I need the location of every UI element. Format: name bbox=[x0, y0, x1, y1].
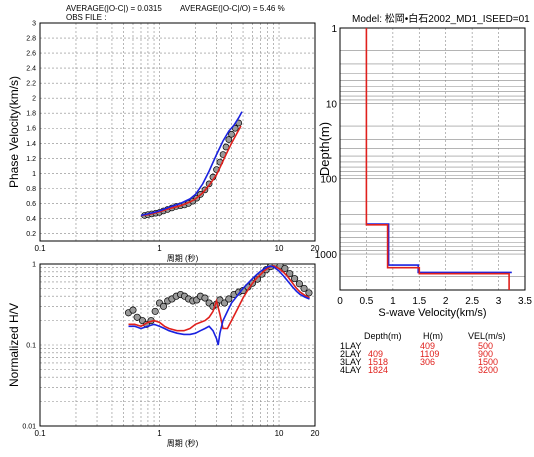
layer-thickness: 1109 bbox=[420, 349, 440, 359]
header-velocity: VEL(m/s) bbox=[468, 331, 506, 341]
x-tick-label: 2 bbox=[443, 296, 449, 307]
observed-point bbox=[151, 307, 159, 315]
observed-point bbox=[225, 295, 233, 303]
y-tick-label: 1 bbox=[32, 262, 36, 269]
observed-point bbox=[291, 275, 299, 283]
observed-point bbox=[253, 275, 262, 283]
y-tick-label: 10 bbox=[326, 99, 338, 110]
y-tick-label: 3 bbox=[32, 21, 36, 28]
y-tick-label: 0.1 bbox=[26, 343, 36, 350]
observed-point bbox=[201, 294, 209, 302]
x-axis-label: 周期 (秒) bbox=[167, 438, 199, 448]
y-axis-label: Normalized H/V bbox=[7, 303, 21, 387]
observed-point bbox=[281, 264, 289, 273]
layer-depth: 1824 bbox=[368, 365, 389, 375]
velocity-model-panel: 0 0.5 1 1.5 2 2.5 3 3.5 1 10 100 1000 S-wave Velocit… bbox=[315, 12, 533, 319]
y-tick-label: 0.2 bbox=[26, 231, 36, 238]
layer-thickness: 306 bbox=[420, 357, 436, 367]
layer-label: 3LAY bbox=[340, 357, 362, 367]
layer-velocity: 900 bbox=[478, 349, 494, 359]
layer-depth: 1518 bbox=[368, 357, 389, 367]
observed-point bbox=[295, 280, 303, 288]
phase-velocity-panel: 0.2 0.4 0.6 0.8 1 1.2 1.4 1.6 1.8 2 2.2 2.4 2.6 2.8 3 0… bbox=[7, 21, 320, 264]
x-tick-label: 0.1 bbox=[34, 429, 46, 438]
y-tick-label: 1.6 bbox=[26, 126, 36, 133]
layer-velocity: 1500 bbox=[478, 357, 499, 367]
header-depth: Depth(m) bbox=[364, 331, 402, 341]
plot-frame bbox=[39, 263, 316, 427]
y-tick-label: 0.4 bbox=[26, 216, 36, 223]
y-tick-label: 1.2 bbox=[26, 156, 36, 163]
obs-file-text: OBS FILE : bbox=[66, 13, 107, 22]
observed-point bbox=[286, 270, 294, 278]
x-tick-label: 1 bbox=[157, 429, 162, 438]
x-tick-label: 3.5 bbox=[518, 296, 532, 307]
plot-frame bbox=[39, 22, 316, 242]
layer-label: 4LAY bbox=[340, 365, 362, 375]
x-tick-label: 0.5 bbox=[359, 296, 373, 307]
observed-point bbox=[159, 302, 168, 310]
observed-point bbox=[305, 289, 313, 297]
model-title: Model: 松岡•白石2002_MD1_ISEED=01 bbox=[352, 12, 530, 25]
model-curve bbox=[128, 264, 310, 332]
x-tick-label: 10 bbox=[275, 429, 284, 438]
y-tick-label: 0.6 bbox=[26, 201, 36, 208]
y-tick-label: 100 bbox=[320, 175, 337, 186]
layer-depth: 409 bbox=[368, 349, 384, 359]
layer-velocity: 500 bbox=[478, 341, 494, 351]
observed-point bbox=[220, 299, 229, 307]
velocity-profile bbox=[365, 28, 510, 290]
y-tick-label: 2.6 bbox=[26, 51, 36, 58]
y-tick-label: 1000 bbox=[315, 250, 338, 261]
observed-point bbox=[129, 306, 137, 314]
x-tick-label: 0 bbox=[337, 296, 343, 307]
y-tick-label: 0.8 bbox=[26, 186, 36, 193]
x-axis-label: S-wave Velocity(km/s) bbox=[378, 307, 486, 319]
y-tick-label: 2 bbox=[32, 96, 36, 103]
x-tick-label: 1.5 bbox=[412, 296, 426, 307]
avg-abs-error-text: AVERAGE(|O-C|) = 0.0315 bbox=[66, 4, 162, 13]
x-tick-label: 20 bbox=[311, 429, 320, 438]
observed-point bbox=[228, 130, 235, 138]
model-curve bbox=[128, 265, 310, 346]
plot-frame bbox=[339, 27, 526, 291]
y-tick-label: 1.4 bbox=[26, 141, 36, 148]
x-tick-label: 0.1 bbox=[34, 244, 46, 253]
layer-thickness: 409 bbox=[420, 341, 436, 351]
y-axis-label: Phase Velocity(km/s) bbox=[7, 76, 21, 188]
plot-area bbox=[365, 28, 512, 290]
x-tick-label: 1 bbox=[157, 244, 162, 253]
x-axis-label: 周期 (秒) bbox=[167, 253, 199, 263]
x-tick-label: 10 bbox=[275, 244, 284, 253]
layer-label: 1LAY bbox=[340, 341, 362, 351]
x-tick-label: 1 bbox=[390, 296, 396, 307]
y-tick-label: 1.8 bbox=[26, 111, 36, 118]
header-thickness: H(m) bbox=[423, 331, 443, 341]
y-tick-label: 2.4 bbox=[26, 66, 36, 73]
plot-area bbox=[140, 111, 243, 219]
observed-point bbox=[133, 313, 141, 321]
avg-rel-error-text: AVERAGE(|O-C|/O) = 5.46 % bbox=[180, 4, 285, 13]
y-axis-label: Depth(m) bbox=[317, 122, 332, 176]
observed-point bbox=[225, 136, 233, 143]
y-tick-label: 1 bbox=[32, 171, 36, 178]
y-tick-label: 0.01 bbox=[22, 424, 36, 431]
plot-area bbox=[124, 264, 313, 346]
y-tick-label: 2.2 bbox=[26, 81, 36, 88]
model-curve bbox=[140, 111, 243, 217]
x-tick-label: 2.5 bbox=[465, 296, 479, 307]
x-tick-label: 20 bbox=[311, 244, 320, 253]
y-tick-label: 2.8 bbox=[26, 36, 36, 43]
layer-label: 2LAY bbox=[340, 349, 362, 359]
x-tick-label: 3 bbox=[496, 296, 502, 307]
observed-point bbox=[300, 284, 308, 292]
y-tick-label: 1 bbox=[331, 24, 337, 35]
layer-velocity: 3200 bbox=[478, 365, 499, 375]
